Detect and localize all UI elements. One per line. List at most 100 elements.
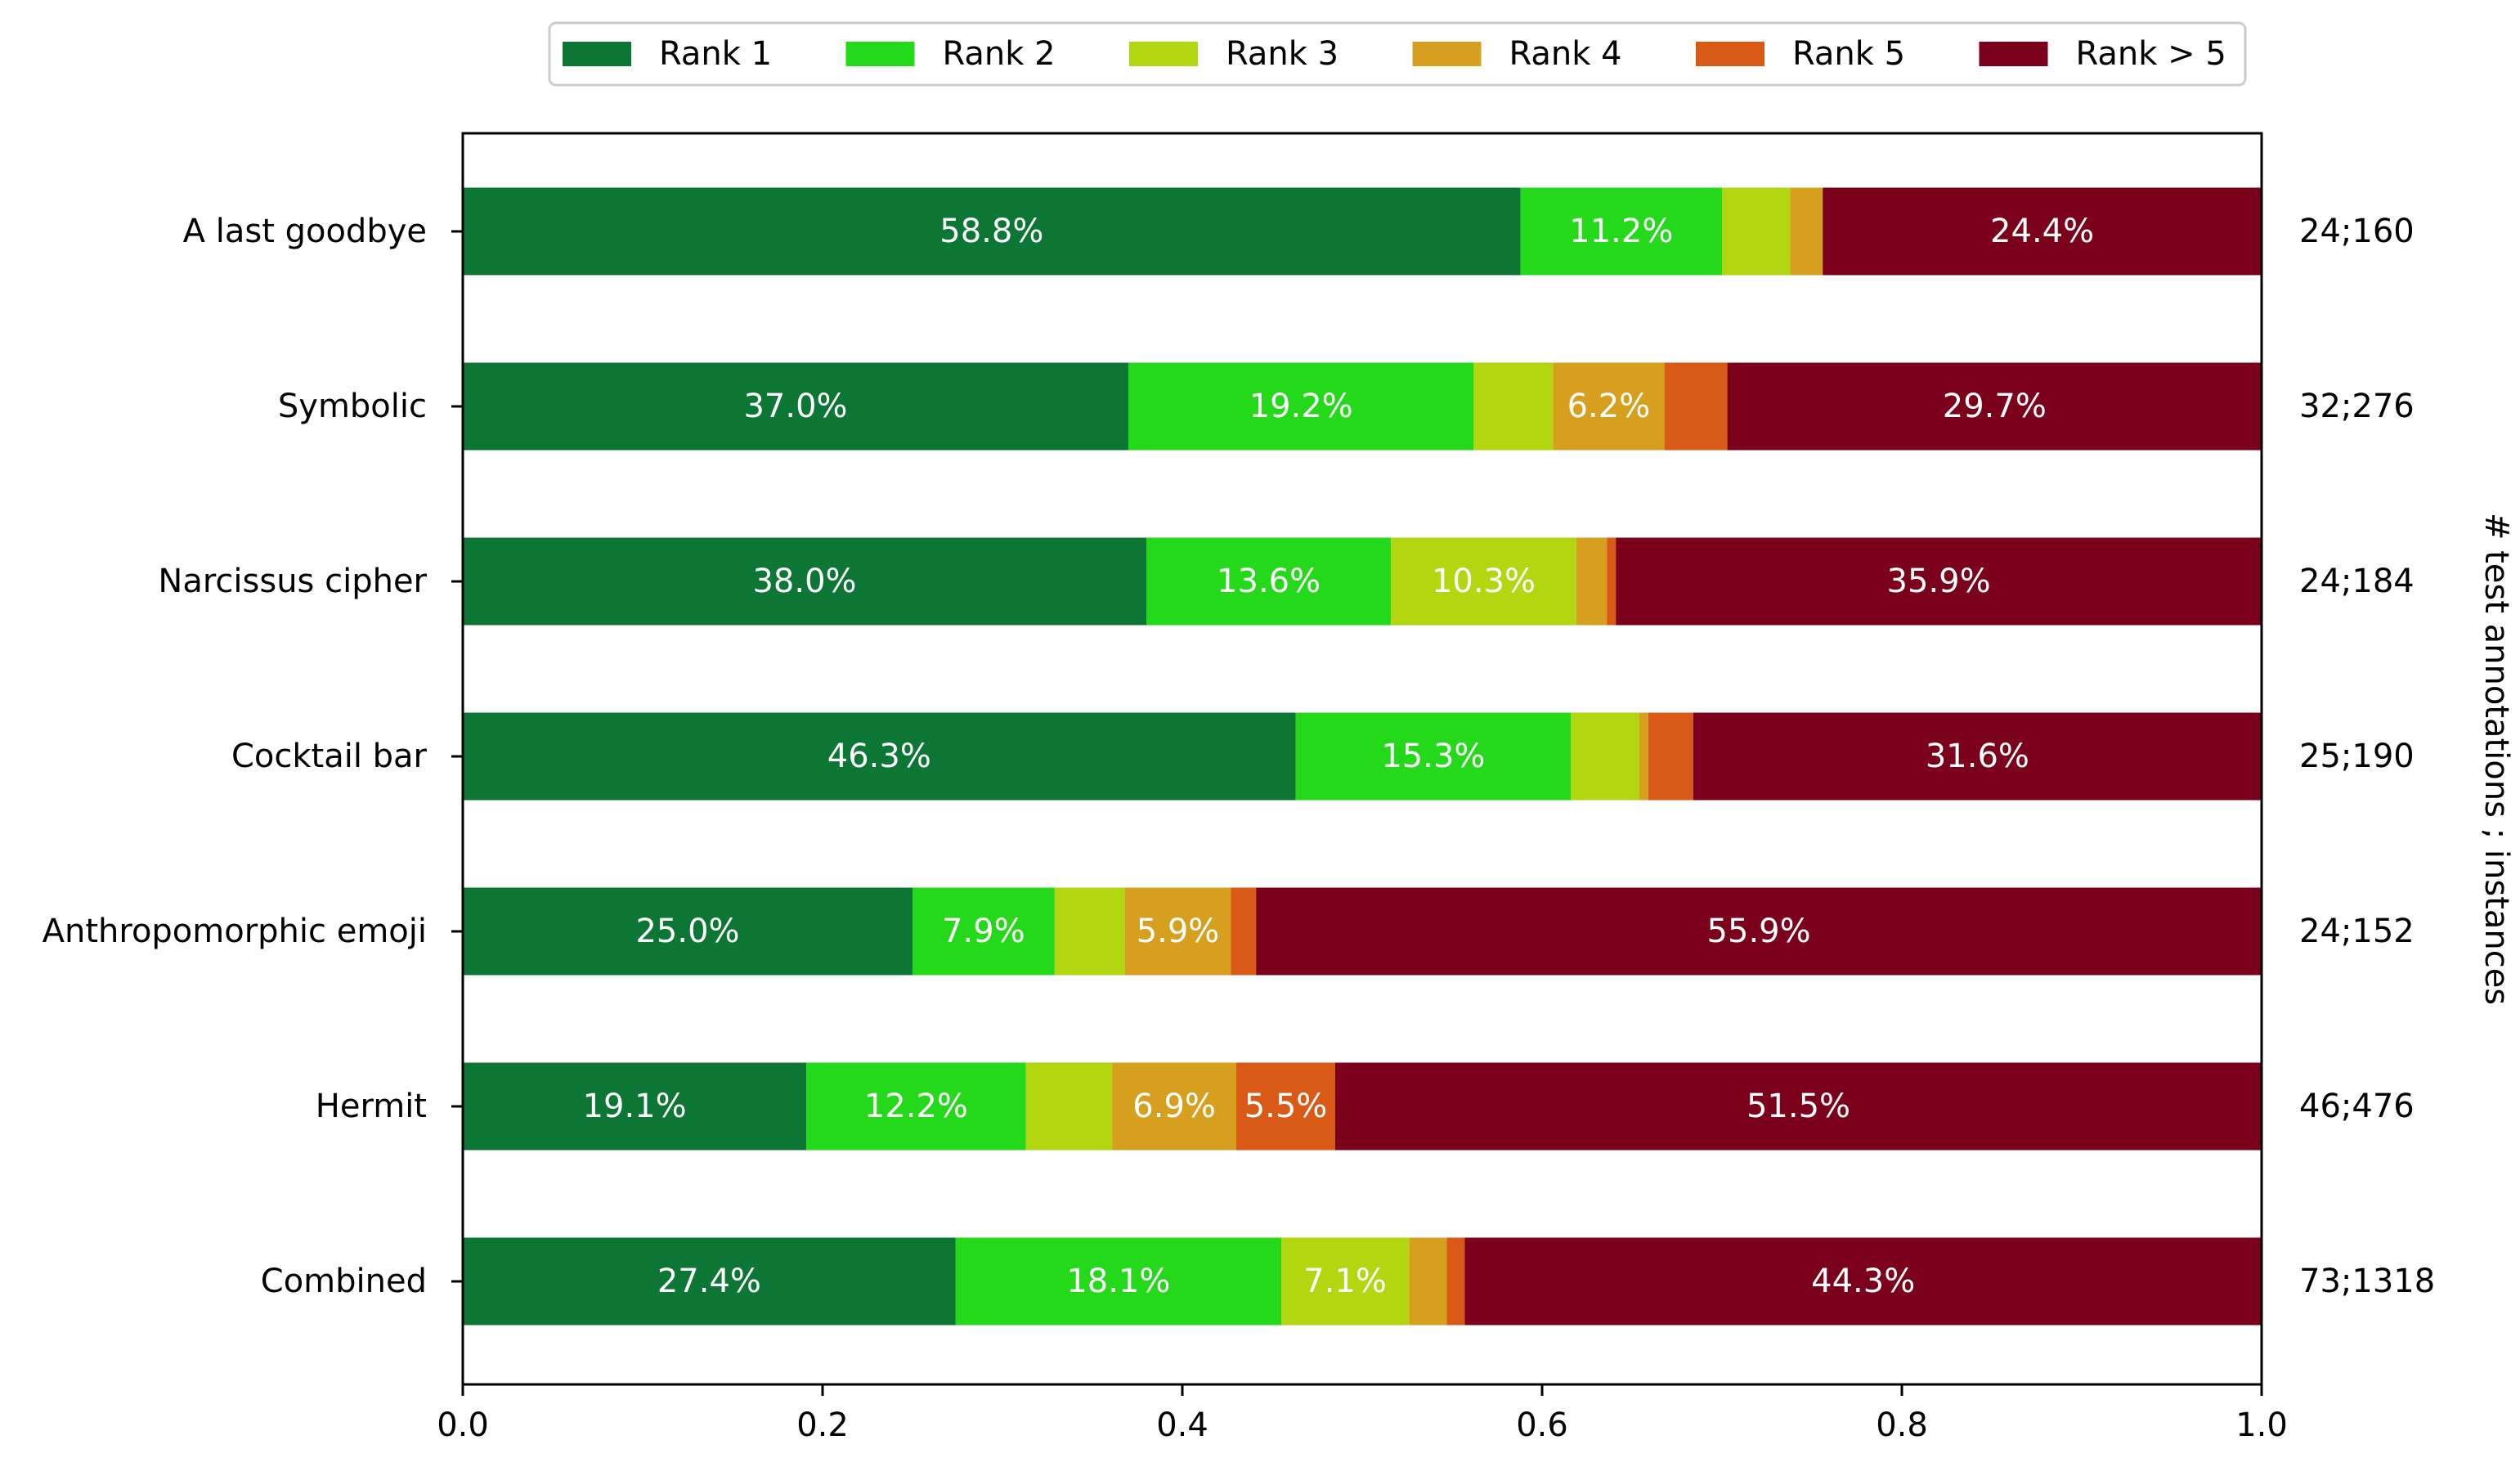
x-tick-label: 1.0: [2235, 1406, 2288, 1444]
bar-segment: [1446, 1237, 1465, 1326]
bar-segment: [1607, 537, 1616, 626]
right-label: 25;190: [2299, 738, 2415, 775]
bar-segment: [1236, 1062, 1335, 1151]
bar-segment: [1124, 887, 1231, 976]
legend-label: Rank 4: [1509, 35, 1622, 73]
category-label: Narcissus cipher: [158, 563, 427, 600]
data-label: 5.5%: [1244, 1088, 1328, 1125]
bar-segment: [1616, 537, 2262, 626]
legend: Rank 1 Rank 2 Rank 3 Rank 4 Rank 5 Rank > 5: [548, 21, 2247, 87]
bar-segment: [1054, 887, 1125, 976]
bar-segment: [1231, 887, 1257, 976]
right-label: 32;276: [2299, 388, 2415, 425]
data-label: 29.7%: [1943, 388, 2047, 425]
bar-segment: [463, 1062, 807, 1151]
data-label: 15.3%: [1381, 738, 1485, 775]
right-label: 24;160: [2299, 213, 2415, 250]
bar-segment: [463, 1237, 956, 1326]
bar-segment: [1553, 362, 1665, 451]
data-label: 19.2%: [1249, 388, 1353, 425]
data-label: 11.2%: [1569, 213, 1673, 250]
legend-swatch: [1129, 42, 1198, 66]
x-tick-label: 0.4: [1156, 1406, 1208, 1444]
bar-segment: [1473, 362, 1554, 451]
data-label: 19.1%: [583, 1088, 687, 1125]
bar-segment: [1520, 187, 1722, 276]
bar-segment: [1571, 712, 1639, 801]
right-label: 73;1318: [2299, 1263, 2435, 1300]
x-tick-label: 0.8: [1876, 1406, 1928, 1444]
category-label: Combined: [261, 1263, 427, 1300]
legend-label: Rank > 5: [2076, 35, 2226, 73]
legend-label: Rank 2: [943, 35, 1056, 73]
right-label: 24;152: [2299, 913, 2415, 950]
bar-segment: [1112, 1062, 1236, 1151]
bar-segment: [1639, 712, 1648, 801]
bar-segment: [1256, 887, 2262, 976]
data-label: 37.0%: [743, 388, 847, 425]
data-label: 46.3%: [827, 738, 931, 775]
category-label: A last goodbye: [183, 213, 427, 250]
legend-label: Rank 1: [659, 35, 772, 73]
x-axis: 0.0 0.2 0.4 0.6 0.8 1.0: [437, 1384, 2288, 1444]
data-label: 5.9%: [1137, 913, 1220, 950]
bar-segment: [463, 362, 1128, 451]
data-label: 7.1%: [1303, 1263, 1387, 1300]
data-label: 10.3%: [1432, 563, 1536, 600]
right-labels: 24;160 32;276 24;184 25;190 24;152 46;476 73;1…: [2299, 213, 2435, 1300]
bar-segment: [463, 712, 1296, 801]
category-labels: A last goodbye Symbolic Narcissus cipher Co…: [43, 213, 463, 1300]
category-label: Anthropomorphic emoji: [43, 913, 427, 950]
data-label: 25.0%: [635, 913, 739, 950]
bar-segment: [1409, 1237, 1447, 1326]
category-label: Cocktail bar: [231, 738, 428, 775]
bar-segment: [1391, 537, 1576, 626]
bar-segment: [1295, 712, 1572, 801]
data-label: 6.9%: [1132, 1088, 1216, 1125]
data-label: 31.6%: [1926, 738, 2029, 775]
legend-box: [548, 21, 2247, 87]
bar-segment: [1025, 1062, 1113, 1151]
legend-swatch: [1979, 42, 2048, 66]
data-label: 51.5%: [1747, 1088, 1850, 1125]
bar-segment: [1693, 712, 2262, 801]
data-label: 13.6%: [1217, 563, 1321, 600]
data-label: 58.8%: [939, 213, 1043, 250]
bar-segment: [1464, 1237, 2262, 1326]
category-label: Hermit: [316, 1088, 427, 1125]
data-label: 27.4%: [657, 1263, 761, 1300]
plot-frame: [461, 132, 2263, 1386]
bar-segment: [1727, 362, 2262, 451]
bars: 58.8% 11.2% 24.4% 37.0% 19.2% 6.2% 29.7% 38.0% 1…: [463, 187, 2262, 1326]
data-label: 7.9%: [942, 913, 1025, 950]
data-label: 35.9%: [1887, 563, 1991, 600]
bar-segment: [1335, 1062, 2262, 1151]
legend-swatch: [845, 42, 915, 66]
category-label: Symbolic: [278, 388, 427, 425]
data-label: 38.0%: [752, 563, 856, 600]
data-label: 12.2%: [864, 1088, 968, 1125]
data-label: 55.9%: [1707, 913, 1811, 950]
bar-segment: [463, 537, 1146, 626]
data-label: 44.3%: [1811, 1263, 1915, 1300]
data-label: 18.1%: [1066, 1263, 1170, 1300]
bar-segment: [1722, 187, 1791, 276]
bar-segment: [806, 1062, 1026, 1151]
x-tick-label: 0.6: [1516, 1406, 1568, 1444]
x-tick-label: 0.2: [796, 1406, 849, 1444]
legend-swatch: [1412, 42, 1482, 66]
bar-segment: [1128, 362, 1474, 451]
bar-segment: [463, 187, 1521, 276]
right-axis-label: # test annotations ; instances: [2477, 513, 2515, 1005]
bar-segment: [1146, 537, 1392, 626]
right-label: 24;184: [2299, 563, 2415, 600]
bar-segment: [1648, 712, 1693, 801]
legend-label: Rank 3: [1226, 35, 1338, 73]
data-label: 24.4%: [1990, 213, 2094, 250]
legend-label: Rank 5: [1792, 35, 1905, 73]
x-tick-label: 0.0: [437, 1406, 489, 1444]
bar-segment: [1664, 362, 1728, 451]
right-label: 46;476: [2299, 1088, 2415, 1125]
legend-swatch: [563, 42, 631, 66]
